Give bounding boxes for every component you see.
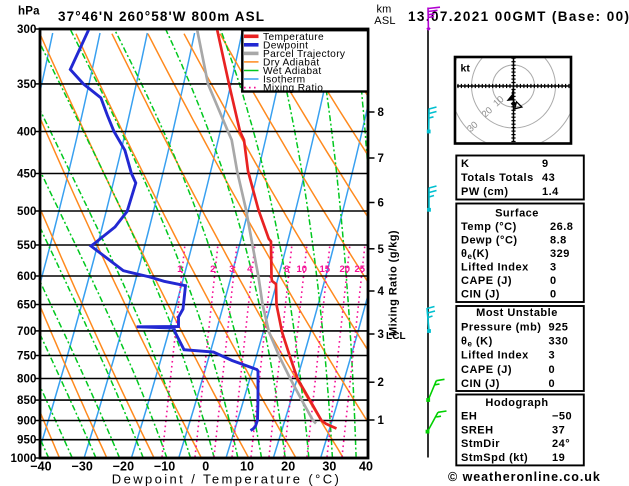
svg-text:1000: 1000 (11, 453, 37, 465)
svg-text:kt: kt (461, 63, 471, 75)
svg-text:19: 19 (552, 452, 565, 464)
svg-text:Pressure (mb): Pressure (mb) (461, 321, 541, 333)
svg-text:−50: −50 (552, 411, 572, 423)
svg-text:330: 330 (549, 336, 569, 348)
svg-text:ASL: ASL (374, 15, 395, 27)
svg-text:13.07.2021 00GMT (Base: 00): 13.07.2021 00GMT (Base: 00) (408, 9, 629, 24)
svg-text:Surface: Surface (495, 207, 539, 219)
svg-text:600: 600 (17, 271, 37, 283)
svg-text:850: 850 (17, 395, 37, 407)
svg-text:3: 3 (549, 350, 556, 362)
svg-text:400: 400 (17, 127, 37, 139)
svg-text:0: 0 (550, 288, 557, 300)
svg-text:40: 40 (359, 460, 373, 474)
svg-text:−40: −40 (30, 460, 52, 474)
svg-text:Dewpoint / Temperature (°C): Dewpoint / Temperature (°C) (112, 472, 341, 486)
svg-text:−20: −20 (113, 460, 135, 474)
svg-text:Isotherm: Isotherm (263, 75, 305, 86)
svg-text:37°46'N 260°58'W 800m ASL: 37°46'N 260°58'W 800m ASL (58, 9, 265, 24)
svg-text:CIN (J): CIN (J) (461, 288, 500, 300)
svg-text:450: 450 (17, 169, 37, 181)
svg-text:10: 10 (240, 460, 254, 474)
svg-text:Totals Totals: Totals Totals (461, 172, 534, 184)
svg-text:700: 700 (17, 326, 37, 338)
svg-text:30: 30 (322, 460, 336, 474)
svg-text:7: 7 (378, 153, 384, 165)
svg-text:500: 500 (17, 206, 37, 218)
svg-text:Hodograph: Hodograph (485, 397, 548, 409)
svg-text:Parcel Trajectory: Parcel Trajectory (263, 49, 346, 60)
svg-text:26.8: 26.8 (550, 221, 573, 233)
svg-text:StmDir: StmDir (461, 438, 500, 450)
svg-text:K: K (461, 158, 469, 170)
svg-text:PW (cm): PW (cm) (461, 186, 509, 198)
svg-text:CIN (J): CIN (J) (461, 378, 500, 390)
svg-text:3: 3 (378, 329, 384, 341)
svg-text:θe (K): θe (K) (461, 336, 493, 349)
svg-text:Mixing Ratio (g/kg): Mixing Ratio (g/kg) (388, 230, 400, 336)
svg-text:15: 15 (320, 264, 331, 275)
svg-text:20: 20 (281, 460, 295, 474)
svg-text:3: 3 (550, 261, 557, 273)
svg-text:−30: −30 (71, 460, 93, 474)
svg-text:1.4: 1.4 (542, 186, 559, 198)
svg-text:1: 1 (177, 264, 183, 275)
svg-text:Dewpoint: Dewpoint (263, 40, 308, 51)
svg-text:Mixing Ratio: Mixing Ratio (263, 83, 323, 94)
svg-text:900: 900 (17, 416, 37, 428)
svg-text:−10: −10 (154, 460, 176, 474)
svg-text:43: 43 (542, 172, 555, 184)
svg-text:4: 4 (378, 286, 385, 298)
svg-text:0: 0 (202, 460, 209, 474)
svg-text:Lifted Index: Lifted Index (461, 350, 529, 362)
svg-text:950: 950 (17, 435, 37, 447)
svg-text:Dry Adiabat: Dry Adiabat (263, 57, 320, 68)
svg-text:Dewp (°C): Dewp (°C) (461, 234, 518, 246)
svg-text:5: 5 (378, 244, 385, 256)
svg-text:550: 550 (17, 240, 37, 252)
svg-text:hPa: hPa (18, 6, 40, 18)
svg-text:10: 10 (297, 264, 308, 275)
svg-text:24°: 24° (552, 438, 570, 450)
svg-text:350: 350 (17, 79, 37, 91)
svg-text:1: 1 (378, 415, 385, 427)
svg-text:25: 25 (355, 264, 366, 275)
svg-text:EH: EH (461, 411, 477, 423)
svg-text:300: 300 (17, 24, 37, 36)
svg-text:2: 2 (210, 264, 215, 275)
svg-text:925: 925 (549, 321, 569, 333)
svg-text:2: 2 (378, 377, 384, 389)
svg-text:LCL: LCL (386, 331, 406, 342)
svg-text:8: 8 (284, 264, 289, 275)
svg-text:650: 650 (17, 300, 37, 312)
svg-text:3: 3 (229, 264, 234, 275)
svg-text:Most Unstable: Most Unstable (476, 307, 558, 319)
svg-text:4: 4 (247, 264, 253, 275)
svg-text:© weatheronline.co.uk: © weatheronline.co.uk (448, 470, 601, 484)
svg-text:750: 750 (17, 351, 37, 363)
svg-text:StmSpd (kt): StmSpd (kt) (461, 452, 528, 464)
svg-text:0: 0 (550, 275, 557, 287)
svg-text:800: 800 (17, 374, 37, 386)
svg-text:20: 20 (340, 264, 351, 275)
svg-text:8: 8 (378, 107, 385, 119)
svg-text:0: 0 (549, 364, 556, 376)
svg-text:CAPE (J): CAPE (J) (461, 364, 512, 376)
svg-text:Temperature: Temperature (263, 32, 324, 43)
svg-text:SREH: SREH (461, 424, 494, 436)
svg-text:CAPE (J): CAPE (J) (461, 275, 512, 287)
svg-text:9: 9 (542, 158, 549, 170)
svg-text:8.8: 8.8 (550, 234, 567, 246)
svg-text:Temp (°C): Temp (°C) (461, 221, 517, 233)
svg-text:0: 0 (549, 378, 556, 390)
svg-text:km: km (376, 4, 391, 16)
svg-text:Lifted Index: Lifted Index (461, 261, 529, 273)
svg-text:θe(K): θe(K) (461, 248, 489, 261)
svg-text:329: 329 (550, 248, 570, 260)
svg-text:37: 37 (552, 424, 565, 436)
svg-text:6: 6 (378, 198, 384, 210)
svg-text:Wet Adiabat: Wet Adiabat (263, 66, 322, 77)
